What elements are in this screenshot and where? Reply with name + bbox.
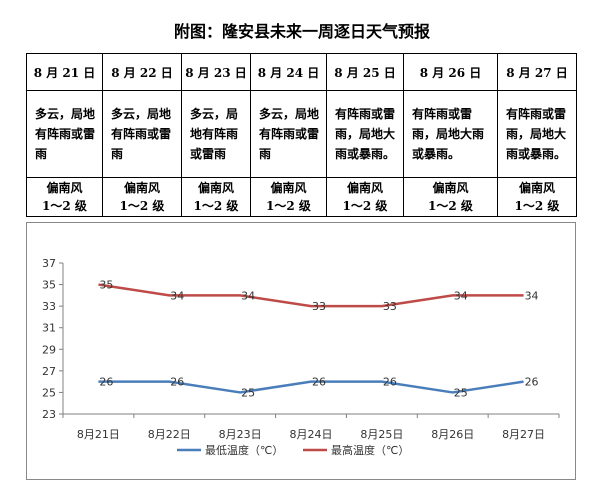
- wind-direction: 偏南风: [270, 181, 307, 195]
- wind-cell: 偏南风 1～2 级: [102, 177, 182, 217]
- wind-level: 1～2 级: [42, 199, 87, 213]
- y-tick-label: 23: [42, 408, 56, 421]
- wind-cell: 偏南风 1～2 级: [497, 177, 577, 217]
- date-cell: 8 月 25 日: [326, 53, 404, 91]
- wind-direction: 偏南风: [346, 181, 383, 195]
- data-label: 26: [383, 376, 397, 389]
- wind-direction: 偏南风: [518, 181, 555, 195]
- weather-cell: 多云，局地有阵雨或雷雨: [26, 90, 103, 178]
- date-cell: 8 月 26 日: [403, 53, 498, 91]
- wind-direction: 偏南风: [123, 181, 160, 195]
- wind-cell: 偏南风 1～2 级: [181, 177, 251, 217]
- temperature-chart: 23 25 27 29 31 33 35 37 8月21日 8月22日 8月23日 8月24日 8月25…: [26, 222, 576, 480]
- weather-cell: 有阵雨或雷雨，局地大雨或暴雨。: [497, 90, 577, 178]
- wind-cell: 偏南风 1～2 级: [403, 177, 498, 217]
- data-label: 34: [454, 289, 468, 302]
- date-cell: 8 月 24 日: [250, 53, 327, 91]
- wind-level: 1～2 级: [428, 199, 473, 213]
- wind-level: 1～2 级: [514, 199, 560, 213]
- wind-row: 偏南风 1～2 级 偏南风 1～2 级 偏南风 1～2 级 偏南风 1～2 级 偏南风 1～2 级…: [26, 177, 577, 217]
- legend-label: 最低温度（℃）: [205, 443, 283, 457]
- y-tick-label: 35: [42, 279, 56, 292]
- weather-text: 多云，局地有阵雨或雷雨: [259, 107, 320, 161]
- series-line-0: [98, 380, 524, 394]
- y-tick-label: 37: [42, 257, 56, 270]
- weather-text: 有阵雨或雷雨，局地大雨或暴雨。: [335, 107, 396, 161]
- data-label: 26: [170, 376, 184, 389]
- wind-level: 1～2 级: [266, 199, 311, 213]
- y-tick-label: 29: [42, 343, 56, 356]
- data-label: 26: [525, 376, 539, 389]
- data-label: 26: [99, 376, 113, 389]
- data-label: 35: [99, 279, 113, 292]
- data-label: 25: [241, 386, 255, 399]
- wind-level: 1～2 级: [193, 199, 239, 213]
- y-tick-label: 33: [42, 300, 56, 313]
- x-tick-label: 8月24日: [290, 428, 333, 441]
- y-tick-label: 27: [42, 365, 56, 378]
- y-tick-label: 31: [42, 322, 56, 335]
- legend-label: 最高温度（℃）: [331, 443, 409, 457]
- wind-cell: 偏南风 1～2 级: [26, 177, 103, 217]
- x-tick-label: 8月23日: [219, 428, 262, 441]
- weather-cell: 多云，局地有阵雨或雷雨: [250, 90, 327, 178]
- weather-cell: 多云，局地有阵雨或雷雨: [181, 90, 251, 178]
- page-title: 附图：隆安县未来一周逐日天气预报: [173, 22, 430, 41]
- date-cell: 8 月 23 日: [181, 53, 251, 91]
- weather-text: 多云，局地有阵雨或雷雨: [35, 107, 96, 161]
- weather-cell: 有阵雨或雷雨，局地大雨或暴雨。: [326, 90, 404, 178]
- weather-text: 有阵雨或雷雨，局地大雨或暴雨。: [412, 107, 485, 161]
- date-cell: 8 月 21 日: [26, 53, 103, 91]
- data-label: 33: [312, 300, 326, 313]
- wind-level: 1～2 级: [342, 199, 388, 213]
- x-tick-label: 8月22日: [148, 428, 191, 441]
- data-label: 34: [525, 289, 539, 302]
- x-tick-label: 8月21日: [77, 428, 120, 441]
- wind-cell: 偏南风 1～2 级: [250, 177, 327, 217]
- data-label: 26: [312, 376, 326, 389]
- date-cell: 8 月 22 日: [102, 53, 182, 91]
- weather-text: 多云，局地有阵雨或雷雨: [111, 107, 172, 161]
- wind-direction: 偏南风: [46, 181, 83, 195]
- weather-text: 有阵雨或雷雨，局地大雨或暴雨。: [506, 107, 567, 161]
- date-cell: 8 月 27 日: [497, 53, 577, 91]
- data-label: 34: [170, 289, 184, 302]
- x-tick-label: 8月27日: [502, 428, 545, 441]
- wind-direction: 偏南风: [432, 181, 469, 195]
- data-label: 33: [383, 300, 397, 313]
- wind-cell: 偏南风 1～2 级: [326, 177, 404, 217]
- wind-level: 1～2 级: [119, 199, 165, 213]
- data-label: 34: [241, 289, 255, 302]
- weather-row: 多云，局地有阵雨或雷雨 多云，局地有阵雨或雷雨 多云，局地有阵雨或雷雨 多云，局地有阵…: [26, 90, 577, 178]
- y-tick-label: 25: [42, 386, 56, 399]
- temperature-chart-svg: 23 25 27 29 31 33 35 37 8月21日 8月22日 8月23日 8月24日 8月25…: [42, 257, 560, 457]
- x-tick-label: 8月26日: [431, 428, 474, 441]
- series-line-1: [98, 283, 524, 308]
- weather-cell: 多云，局地有阵雨或雷雨: [102, 90, 182, 178]
- data-label: 25: [454, 386, 468, 399]
- wind-direction: 偏南风: [197, 181, 234, 195]
- x-tick-label: 8月25日: [360, 428, 403, 441]
- weather-cell: 有阵雨或雷雨，局地大雨或暴雨。: [403, 90, 498, 178]
- weather-text: 多云，局地有阵雨或雷雨: [190, 107, 239, 161]
